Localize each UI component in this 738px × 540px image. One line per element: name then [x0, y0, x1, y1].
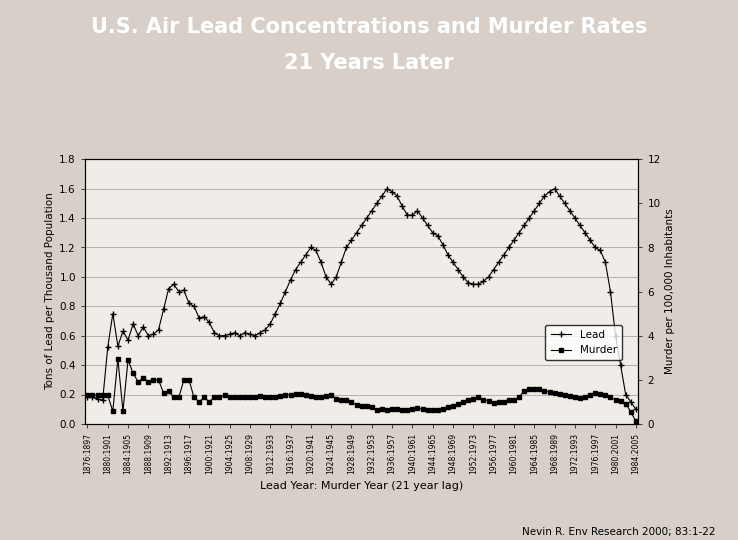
Text: U.S. Air Lead Concentrations and Murder Rates: U.S. Air Lead Concentrations and Murder … — [91, 17, 647, 37]
Text: 21 Years Later: 21 Years Later — [284, 53, 454, 73]
Y-axis label: Murder per 100,000 Inhabitants: Murder per 100,000 Inhabitants — [665, 209, 675, 374]
Y-axis label: Tons of Lead per Thousand Population: Tons of Lead per Thousand Population — [45, 193, 55, 390]
X-axis label: Lead Year: Murder Year (21 year lag): Lead Year: Murder Year (21 year lag) — [260, 481, 463, 491]
Legend: Lead, Murder: Lead, Murder — [545, 325, 622, 361]
Text: Nevin R. Env Research 2000; 83:1-22: Nevin R. Env Research 2000; 83:1-22 — [523, 527, 716, 537]
